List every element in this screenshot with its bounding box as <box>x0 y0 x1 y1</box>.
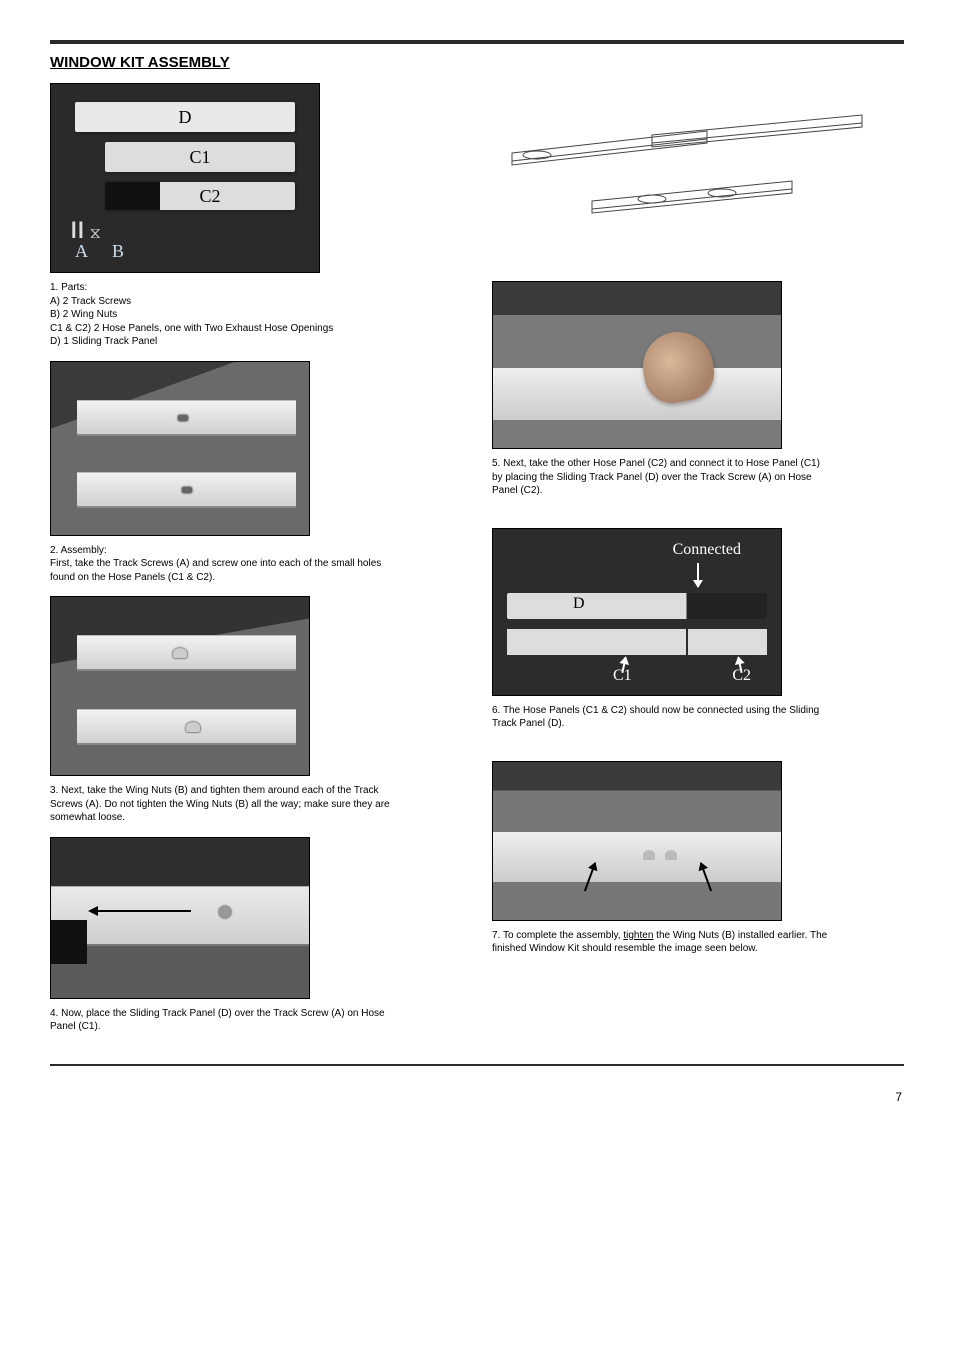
part-bar-c2: C2 <box>105 182 295 210</box>
label-c2: C2 <box>732 667 751 685</box>
segment-c1 <box>507 629 686 655</box>
step7-caption: 7. To complete the assembly, tighten the… <box>492 929 832 956</box>
panel-strip <box>77 635 296 671</box>
content-columns: D C1 C2 I I ⧖ A B 1. Parts: A) 2 Track S… <box>50 83 904 1046</box>
parts-d: D) 1 Sliding Track Panel <box>50 335 390 349</box>
label-b: B <box>112 241 124 262</box>
step2-text: First, take the Track Screws (A) and scr… <box>50 558 381 583</box>
page-title: WINDOW KIT ASSEMBLY <box>50 54 904 71</box>
connected-label: Connected <box>673 541 741 559</box>
step2-caption: 2. Assembly: First, take the Track Screw… <box>50 544 390 585</box>
parts-c: C1 & C2) 2 Hose Panels, one with Two Exh… <box>50 322 390 336</box>
right-column: 5. Next, take the other Hose Panel (C2) … <box>492 83 904 1046</box>
step2-heading: 2. Assembly: <box>50 544 390 558</box>
panel-strip <box>77 400 296 436</box>
panel-strip <box>77 709 296 745</box>
label-d: D <box>573 595 585 613</box>
left-column: D C1 C2 I I ⧖ A B 1. Parts: A) 2 Track S… <box>50 83 462 1046</box>
segment-c2 <box>686 629 767 655</box>
parts-caption: 1. Parts: A) 2 Track Screws B) 2 Wing Nu… <box>50 281 390 349</box>
knob-icon <box>219 906 231 918</box>
screws-icon: I I <box>71 218 82 246</box>
step6-caption: 6. The Hose Panels (C1 & C2) should now … <box>492 704 832 731</box>
small-parts-row: I I ⧖ <box>65 220 305 243</box>
wingnut-icon <box>643 850 655 860</box>
page-number: 7 <box>50 1090 904 1104</box>
step4-caption: 4. Now, place the Sliding Track Panel (D… <box>50 1007 390 1034</box>
panel-strip <box>77 472 296 508</box>
bottom-rule <box>50 1064 904 1066</box>
part-bar-d: D <box>75 102 295 132</box>
parts-b: B) 2 Wing Nuts <box>50 308 390 322</box>
step7-underline: tighten <box>623 930 653 941</box>
row-d <box>507 593 767 619</box>
screw-icon <box>178 415 188 421</box>
figure-line-drawing <box>492 83 872 233</box>
wingnut-icon <box>186 722 200 732</box>
figure-step7 <box>492 761 782 921</box>
step5-caption: 5. Next, take the other Hose Panel (C2) … <box>492 457 832 498</box>
step7-pre: 7. To complete the assembly, <box>492 930 623 941</box>
wingnut-icon <box>173 648 187 658</box>
panel-wide <box>493 832 781 882</box>
part-bar-c2-label: C2 <box>199 186 220 207</box>
panel-wide <box>51 886 309 946</box>
screw-icon <box>182 487 192 493</box>
label-c1: C1 <box>613 667 632 685</box>
arrow-left-icon <box>91 910 191 912</box>
panels-line-svg <box>492 83 872 233</box>
parts-a: A) 2 Track Screws <box>50 295 390 309</box>
part-bar-c1: C1 <box>105 142 295 172</box>
figure-parts-overview: D C1 C2 I I ⧖ A B <box>50 83 320 273</box>
top-rule <box>50 40 904 44</box>
figure-connected-diagram: Connected D C1 C2 <box>492 528 782 696</box>
wingnut-icon <box>665 850 677 860</box>
step3-caption: 3. Next, take the Wing Nuts (B) and tigh… <box>50 784 390 825</box>
page: WINDOW KIT ASSEMBLY D C1 C2 I I ⧖ A B 1.… <box>0 0 954 1350</box>
figure-step2 <box>50 361 310 536</box>
figure-step5 <box>492 281 782 449</box>
figure-step3 <box>50 596 310 776</box>
arrow-down-icon <box>697 563 699 587</box>
dark-edge <box>51 920 87 964</box>
parts-heading: 1. Parts: <box>50 281 390 295</box>
panel-wide <box>493 368 781 420</box>
row-c <box>507 629 767 655</box>
figure-step4 <box>50 837 310 999</box>
